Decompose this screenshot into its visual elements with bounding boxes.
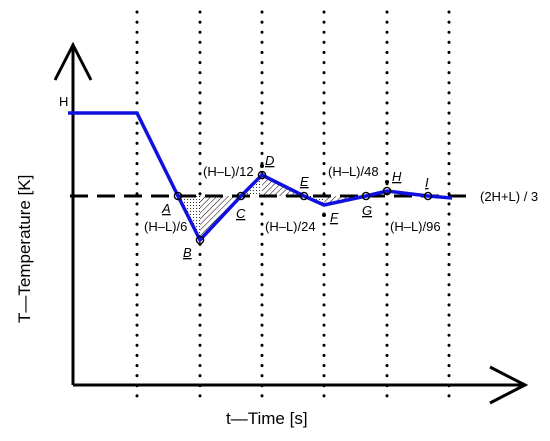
point-label-h: H bbox=[392, 169, 402, 184]
annotation-i-offset: (H–L)/96 bbox=[390, 219, 441, 234]
point-label-a: A bbox=[161, 201, 171, 216]
point-a-marker bbox=[173, 191, 183, 201]
point-g-marker bbox=[361, 191, 371, 201]
annotation-f-offset: (H–L)/24 bbox=[265, 219, 316, 234]
point-d-dot bbox=[260, 164, 264, 168]
point-label-e: E bbox=[300, 174, 309, 189]
point-d-marker bbox=[257, 170, 267, 180]
temperature-curve bbox=[68, 111, 453, 244]
high-label: H bbox=[59, 94, 68, 109]
point-label-d: D bbox=[265, 153, 274, 168]
point-i-marker bbox=[423, 191, 433, 201]
axes bbox=[53, 41, 529, 405]
point-markers bbox=[173, 170, 433, 245]
x-axis-label: t—Time [s] bbox=[226, 409, 308, 428]
point-label-c: C bbox=[236, 206, 246, 221]
point-label-i: I bbox=[425, 175, 429, 190]
point-h-dot bbox=[385, 180, 389, 184]
point-label-f: F bbox=[330, 210, 339, 225]
point-e-marker bbox=[299, 191, 309, 201]
y-axis-arrowhead bbox=[53, 41, 93, 81]
point-f-dot bbox=[322, 213, 326, 217]
x-axis-arrowhead bbox=[489, 365, 529, 405]
point-label-b: B bbox=[183, 245, 192, 260]
annotation-b-offset: (H–L)/6 bbox=[144, 219, 187, 234]
vertical-guides bbox=[135, 10, 451, 402]
point-c-marker bbox=[236, 191, 246, 201]
y-axis-label: T—Temperature [K] bbox=[15, 175, 34, 323]
reference-label: (2H+L) / 3 bbox=[480, 189, 538, 204]
point-h-marker bbox=[382, 186, 392, 196]
annotation-d-offset: (H–L)/12 bbox=[203, 164, 254, 179]
annotation-h-offset: (H–L)/48 bbox=[328, 164, 379, 179]
point-b-marker bbox=[195, 235, 205, 245]
point-label-g: G bbox=[362, 203, 372, 218]
